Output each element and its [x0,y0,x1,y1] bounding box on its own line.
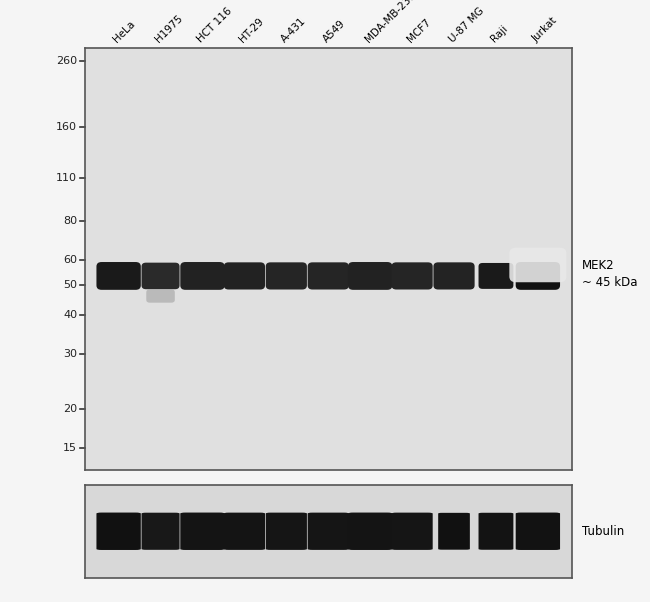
FancyBboxPatch shape [391,262,433,290]
Text: 80: 80 [63,216,77,226]
Text: Raji: Raji [489,23,510,44]
FancyBboxPatch shape [180,262,225,290]
Text: 60: 60 [63,255,77,265]
FancyBboxPatch shape [348,512,393,550]
Text: 30: 30 [63,349,77,359]
Text: 50: 50 [63,280,77,290]
FancyBboxPatch shape [146,290,175,303]
Text: 160: 160 [56,122,77,132]
FancyBboxPatch shape [391,513,433,550]
Text: H1975: H1975 [153,13,185,44]
FancyBboxPatch shape [510,247,566,282]
Text: HeLa: HeLa [112,18,137,44]
FancyBboxPatch shape [96,262,141,290]
FancyBboxPatch shape [142,262,179,289]
FancyBboxPatch shape [515,512,560,550]
FancyBboxPatch shape [307,513,349,550]
FancyBboxPatch shape [478,513,514,550]
Text: 40: 40 [63,310,77,320]
Text: U-87 MG: U-87 MG [447,5,486,44]
Text: A549: A549 [321,18,347,44]
Text: 110: 110 [56,173,77,183]
FancyBboxPatch shape [515,262,560,290]
Text: 15: 15 [63,444,77,453]
Text: Jurkat: Jurkat [531,15,560,44]
Text: 20: 20 [63,405,77,414]
Text: MEK2
~ 45 kDa: MEK2 ~ 45 kDa [582,259,637,288]
Text: HT-29: HT-29 [237,16,266,44]
FancyBboxPatch shape [142,513,179,550]
FancyBboxPatch shape [266,262,307,290]
FancyBboxPatch shape [180,512,225,550]
FancyBboxPatch shape [434,262,474,290]
FancyBboxPatch shape [307,262,349,290]
Text: MDA-MB-231: MDA-MB-231 [363,0,417,44]
FancyBboxPatch shape [438,513,470,550]
Text: A-431: A-431 [280,15,308,44]
FancyBboxPatch shape [478,263,514,289]
Text: Tubulin: Tubulin [582,525,624,538]
Text: HCT 116: HCT 116 [196,5,234,44]
FancyBboxPatch shape [224,262,265,290]
FancyBboxPatch shape [96,512,141,550]
FancyBboxPatch shape [266,513,307,550]
FancyBboxPatch shape [348,262,393,290]
Text: MCF7: MCF7 [405,16,432,44]
FancyBboxPatch shape [224,513,265,550]
Text: 260: 260 [56,56,77,66]
